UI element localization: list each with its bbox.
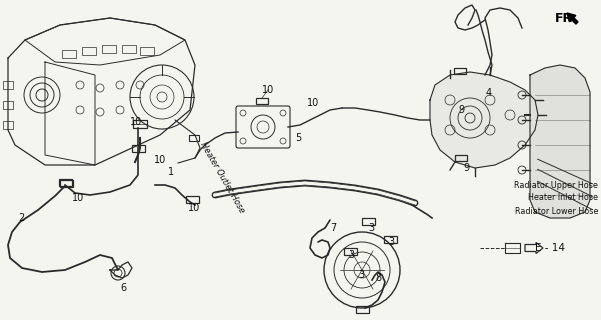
Text: 9: 9 — [458, 105, 464, 115]
Text: 3: 3 — [388, 237, 394, 247]
Text: 10: 10 — [307, 98, 319, 108]
Text: 4: 4 — [486, 88, 492, 98]
Bar — [122, 45, 136, 53]
Bar — [344, 248, 357, 255]
Text: 10: 10 — [154, 155, 166, 165]
Bar — [102, 45, 116, 53]
Bar — [384, 236, 397, 243]
Text: Radiator Upper Hose: Radiator Upper Hose — [514, 180, 598, 189]
Bar — [3, 121, 13, 129]
FancyArrow shape — [567, 13, 578, 24]
Bar — [82, 47, 96, 55]
Text: 10: 10 — [262, 85, 274, 95]
Text: FR.: FR. — [555, 12, 578, 25]
Bar — [133, 120, 147, 128]
Text: 3: 3 — [348, 250, 354, 260]
Text: Radiator Lower Hose: Radiator Lower Hose — [514, 206, 598, 215]
Bar — [3, 101, 13, 109]
Text: 5: 5 — [295, 133, 301, 143]
Text: 1: 1 — [168, 167, 174, 177]
Bar — [140, 47, 154, 55]
Bar — [256, 98, 268, 104]
Bar — [132, 145, 145, 152]
Text: Heater Inlet Hose: Heater Inlet Hose — [528, 194, 598, 203]
Text: 7: 7 — [330, 223, 336, 233]
Text: 8: 8 — [375, 273, 381, 283]
Bar — [189, 135, 199, 141]
Bar — [455, 155, 467, 161]
Text: Heater Outlet Hose: Heater Outlet Hose — [198, 141, 246, 215]
Polygon shape — [430, 72, 538, 168]
Text: 10: 10 — [188, 203, 200, 213]
Text: 3: 3 — [358, 270, 364, 280]
Text: 10: 10 — [130, 117, 142, 127]
Bar — [59, 179, 72, 186]
Bar — [3, 81, 13, 89]
Text: 10: 10 — [72, 193, 84, 203]
Text: 3: 3 — [368, 223, 374, 233]
Text: 2: 2 — [18, 213, 24, 223]
Bar — [362, 218, 375, 225]
Text: 6: 6 — [120, 283, 126, 293]
Polygon shape — [530, 65, 590, 218]
Bar — [62, 50, 76, 58]
Bar — [356, 306, 369, 313]
Text: E - 14: E - 14 — [535, 243, 565, 253]
Bar — [454, 68, 466, 74]
Bar — [60, 180, 73, 187]
Text: 9: 9 — [463, 163, 469, 173]
Bar — [186, 196, 199, 203]
